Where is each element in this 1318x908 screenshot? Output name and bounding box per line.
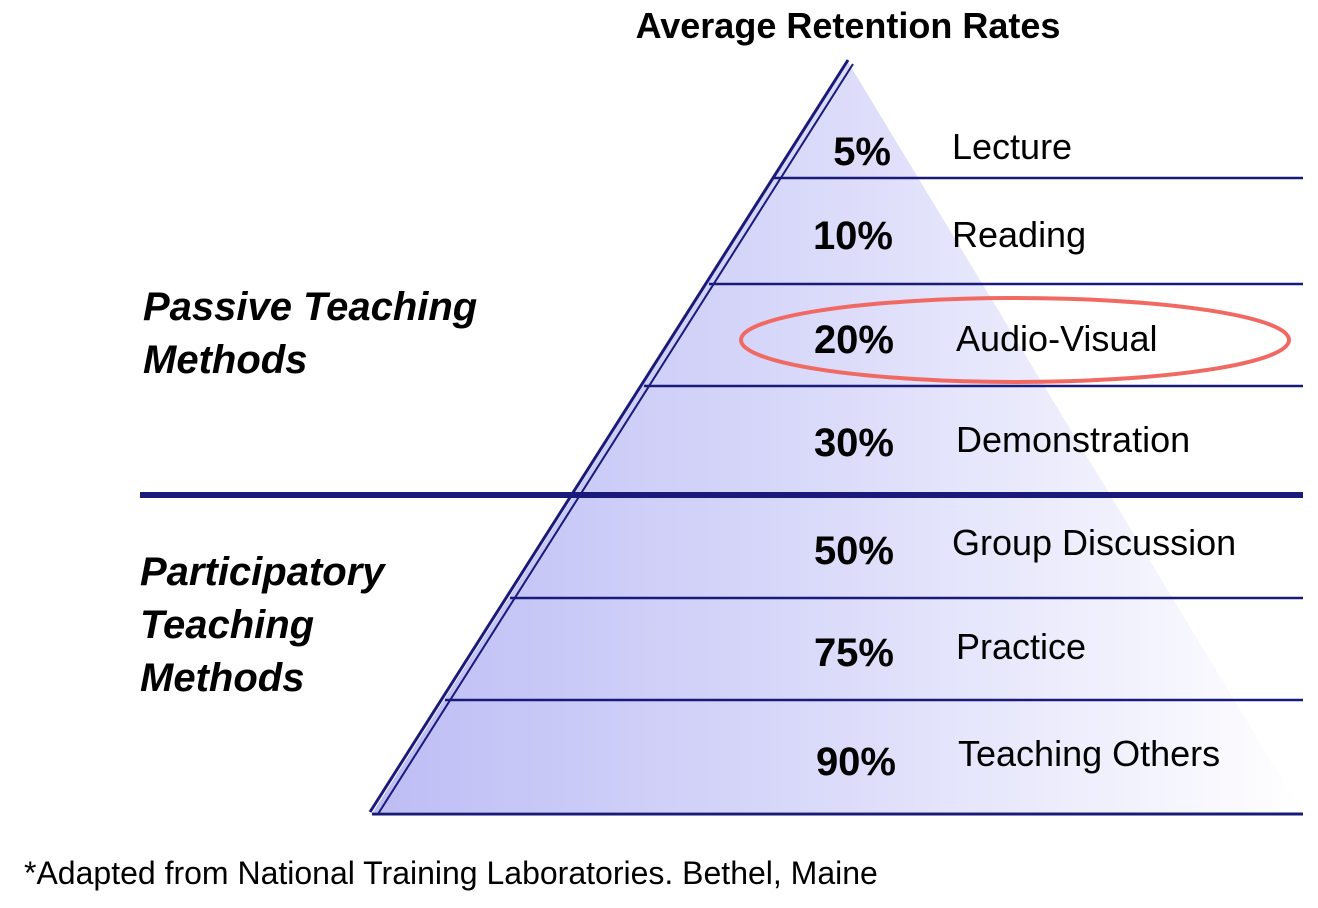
level-percent: 20% xyxy=(814,318,894,362)
level-method: Practice xyxy=(956,626,1086,667)
level-percent: 90% xyxy=(816,740,896,784)
level-method: Audio-Visual xyxy=(956,318,1157,359)
level-percent: 75% xyxy=(814,631,894,675)
participatory-group-label-line1: Participatory xyxy=(140,550,386,594)
pyramid-left-edge-inner xyxy=(377,63,854,815)
level-percent: 30% xyxy=(814,421,894,465)
level-method: Reading xyxy=(952,214,1086,255)
participatory-group-label-line2: Teaching xyxy=(140,603,314,647)
passive-group-label-line2: Methods xyxy=(143,338,307,382)
highlight-ellipse xyxy=(739,296,1291,384)
level-percent: 10% xyxy=(813,214,893,258)
diagram-title: Average Retention Rates xyxy=(636,5,1061,46)
pyramid-left-edge xyxy=(368,59,850,813)
participatory-group-label-line3: Methods xyxy=(140,656,304,700)
source-footnote: *Adapted from National Training Laborato… xyxy=(24,855,878,891)
level-method: Demonstration xyxy=(956,419,1190,460)
level-method: Teaching Others xyxy=(958,733,1220,774)
level-percent: 50% xyxy=(814,529,894,573)
level-percent: 5% xyxy=(833,130,891,174)
level-method: Lecture xyxy=(952,126,1072,167)
passive-group-label-line1: Passive Teaching xyxy=(143,285,477,329)
pyramid-fill xyxy=(373,62,1302,812)
level-method: Group Discussion xyxy=(952,522,1236,563)
